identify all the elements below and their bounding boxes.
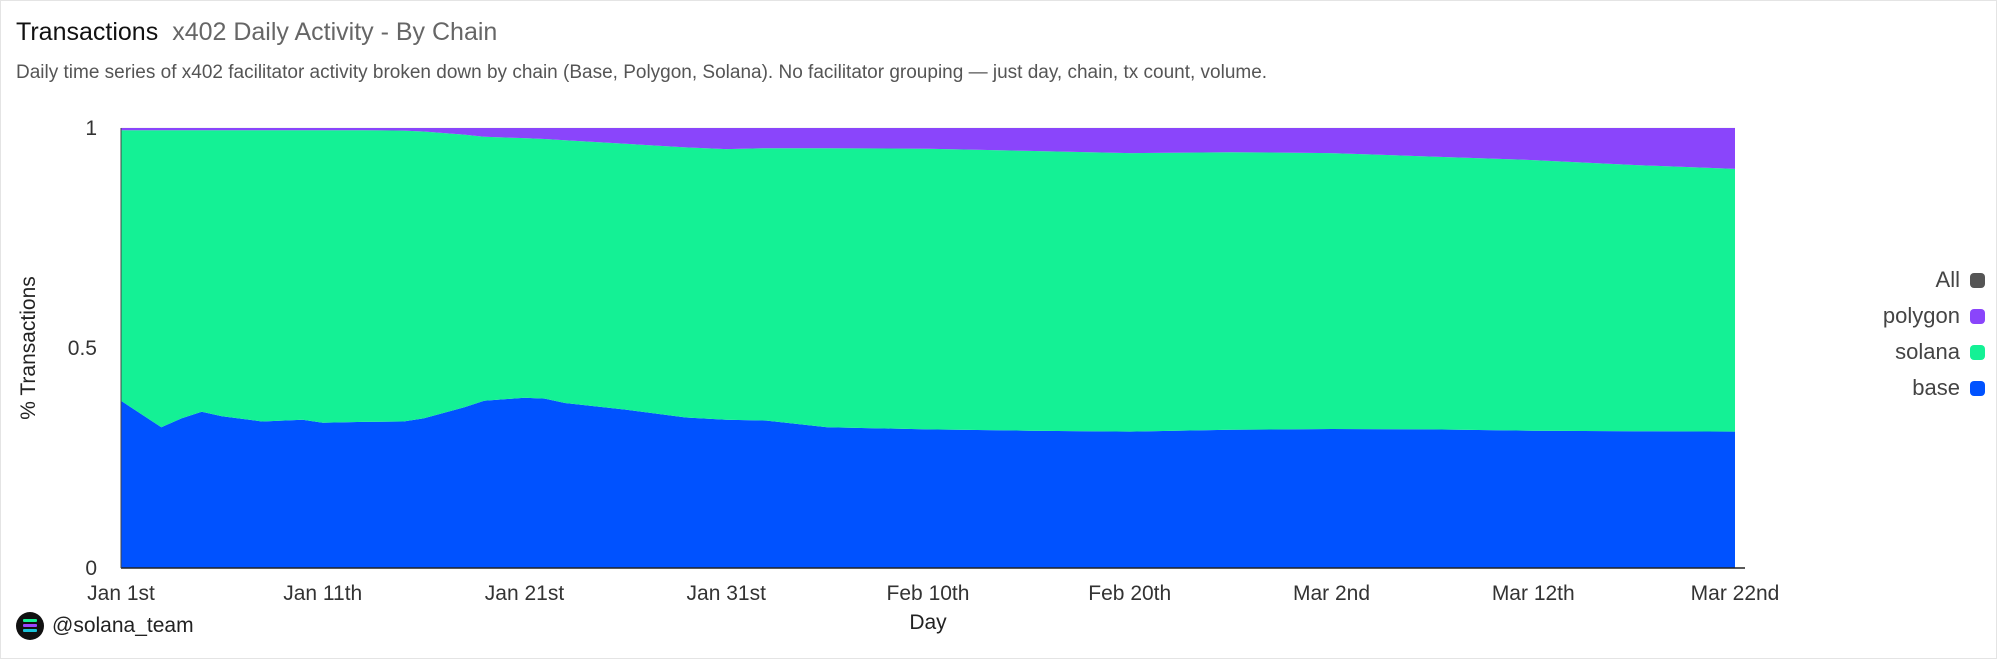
query-title[interactable]: x402 Daily Activity - By Chain bbox=[172, 18, 498, 46]
x-tick-label-1: Jan 11th bbox=[283, 582, 362, 605]
legend-label: polygon bbox=[1882, 303, 1960, 328]
y-axis-title: % Transactions bbox=[17, 276, 40, 420]
x-tick-label-5: Feb 20th bbox=[1088, 582, 1171, 605]
x-axis-title: Day bbox=[909, 611, 947, 634]
x-tick-label-8: Mar 22nd bbox=[1691, 582, 1780, 605]
legend-swatch bbox=[1970, 308, 1985, 324]
area-polygon bbox=[121, 128, 1735, 169]
chart-description: Daily time series of x402 facilitator ac… bbox=[16, 62, 1268, 83]
watermark: @solana_team bbox=[16, 612, 194, 640]
x-tick-label-0: Jan 1st bbox=[87, 582, 155, 605]
page-title: Transactions bbox=[16, 18, 159, 46]
area-solana bbox=[121, 130, 1735, 432]
solana-logo-icon bbox=[16, 612, 44, 640]
legend-swatch bbox=[1970, 272, 1985, 288]
chart-header: Transactions x402 Daily Activity - By Cha… bbox=[16, 18, 497, 47]
y-tick-label-2: 1 bbox=[85, 117, 97, 140]
y-tick-label-0: 0 bbox=[85, 557, 97, 580]
legend-swatch bbox=[1970, 344, 1985, 360]
legend-label: base bbox=[1912, 375, 1960, 400]
x-tick-label-6: Mar 2nd bbox=[1293, 582, 1370, 605]
legend-item-solana[interactable]: solana bbox=[1883, 334, 1985, 370]
legend-swatch bbox=[1970, 380, 1985, 396]
x-tick-label-2: Jan 21st bbox=[485, 582, 565, 605]
legend-label: solana bbox=[1895, 339, 1960, 364]
watermark-handle: @solana_team bbox=[52, 614, 194, 637]
chart-legend: All polygon solana base bbox=[1883, 262, 1985, 406]
x-tick-label-3: Jan 31st bbox=[687, 582, 767, 605]
legend-item-polygon[interactable]: polygon bbox=[1883, 298, 1985, 334]
x-tick-label-7: Mar 12th bbox=[1492, 582, 1575, 605]
legend-item-all[interactable]: All bbox=[1883, 262, 1985, 298]
x-tick-label-4: Feb 10th bbox=[887, 582, 970, 605]
area-base bbox=[121, 397, 1735, 568]
legend-label: All bbox=[1935, 267, 1960, 292]
y-tick-label-1: 0.5 bbox=[68, 337, 97, 360]
legend-item-base[interactable]: base bbox=[1883, 370, 1985, 406]
